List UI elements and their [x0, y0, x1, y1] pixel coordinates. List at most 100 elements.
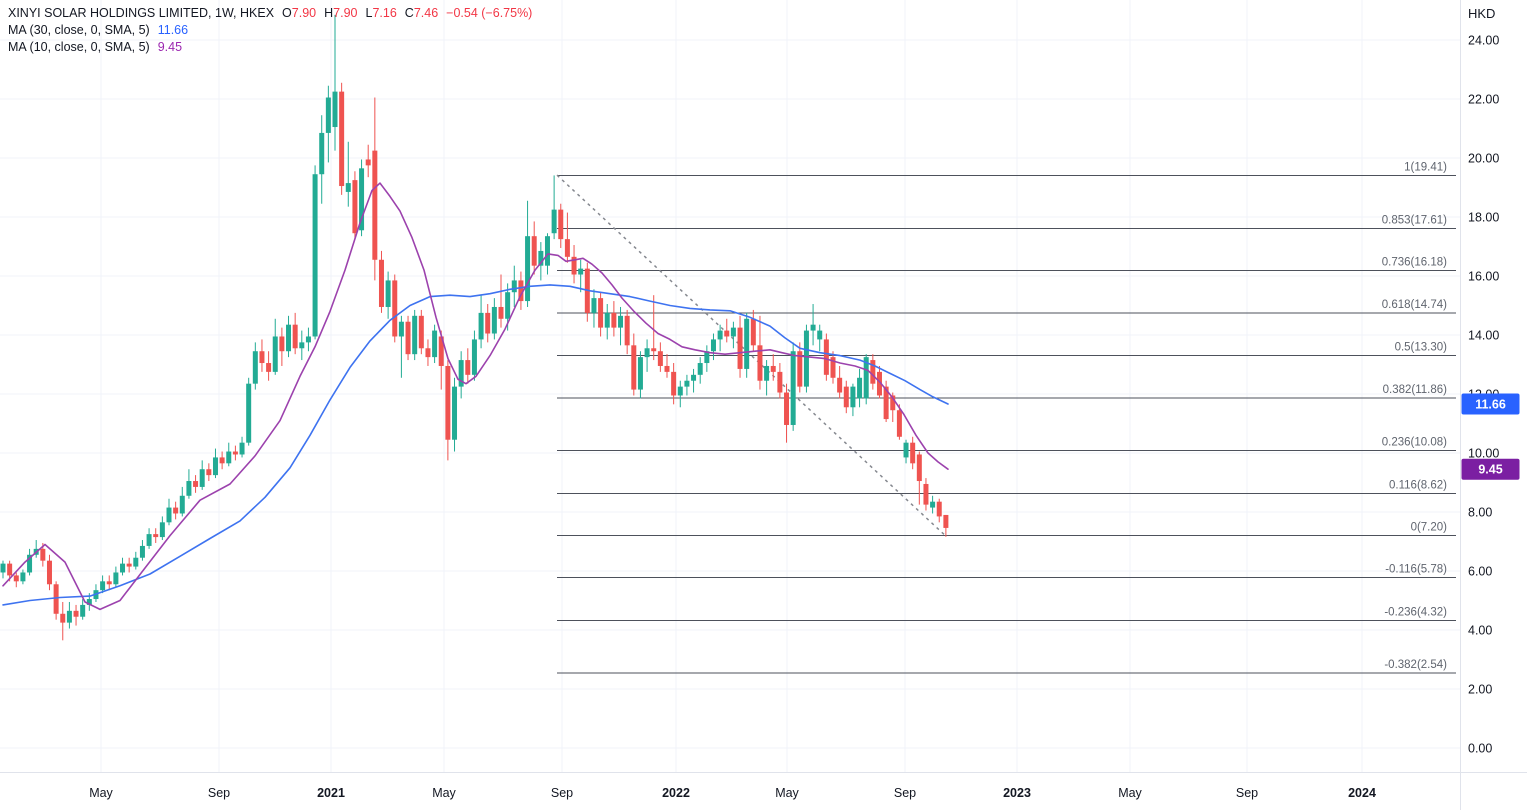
candle[interactable] [239, 442, 245, 455]
candle[interactable] [319, 132, 325, 175]
candle[interactable] [631, 345, 637, 390]
candle[interactable] [558, 209, 564, 240]
candle[interactable] [193, 481, 199, 487]
candle[interactable] [286, 324, 292, 352]
candle[interactable] [837, 377, 843, 393]
candle[interactable] [66, 610, 72, 623]
candle[interactable] [332, 91, 338, 128]
candle[interactable] [266, 363, 272, 372]
ma30-line[interactable] [2, 284, 949, 606]
candle[interactable] [571, 256, 577, 275]
candle[interactable] [126, 563, 132, 567]
candle[interactable] [219, 457, 225, 464]
candle[interactable] [657, 351, 663, 366]
candle[interactable] [790, 351, 796, 425]
candle[interactable] [883, 386, 889, 420]
candle[interactable] [405, 321, 411, 355]
candle[interactable] [458, 360, 464, 387]
candle[interactable] [916, 454, 922, 482]
candle[interactable] [120, 563, 126, 573]
candle[interactable] [717, 330, 723, 340]
candle[interactable] [299, 342, 305, 349]
candle[interactable] [166, 507, 172, 523]
candle[interactable] [591, 298, 597, 313]
candle[interactable] [113, 572, 119, 585]
candle[interactable] [292, 324, 298, 349]
candle[interactable] [153, 534, 159, 538]
candle[interactable] [531, 236, 537, 266]
candle[interactable] [392, 280, 398, 337]
candle[interactable] [398, 321, 404, 337]
candle[interactable] [199, 469, 205, 487]
candle[interactable] [730, 327, 736, 337]
trendline-dashed[interactable] [556, 174, 947, 537]
candle[interactable] [896, 410, 902, 437]
candle[interactable] [159, 522, 165, 538]
candle[interactable] [903, 442, 909, 458]
candle[interactable] [365, 159, 371, 166]
candle[interactable] [664, 365, 670, 372]
candle[interactable] [345, 183, 351, 192]
ma10-legend-row[interactable]: MA (10, close, 0, SMA, 5) 9.45 [8, 39, 532, 56]
candle[interactable] [73, 610, 79, 617]
candle[interactable] [478, 312, 484, 340]
candle[interactable] [385, 280, 391, 307]
candle[interactable] [133, 557, 139, 567]
candle[interactable] [525, 236, 531, 302]
candle[interactable] [226, 451, 232, 464]
candle[interactable] [744, 318, 750, 369]
candle[interactable] [943, 514, 949, 528]
candle[interactable] [498, 306, 504, 319]
candle[interactable] [20, 572, 26, 582]
candle[interactable] [710, 339, 716, 352]
candle[interactable] [691, 374, 697, 381]
candle[interactable] [491, 306, 497, 334]
candle[interactable] [890, 395, 896, 411]
candle[interactable] [412, 315, 418, 355]
candle[interactable] [246, 383, 252, 443]
candle[interactable] [930, 501, 936, 508]
candle[interactable] [910, 442, 916, 464]
time-axis[interactable]: May Sep 2021 May Sep 2022 May Sep 2023 May Sep 2024 [89, 786, 1376, 800]
candle[interactable] [272, 336, 278, 372]
candle[interactable] [863, 357, 869, 399]
candle[interactable] [372, 150, 378, 260]
candle[interactable] [823, 339, 829, 375]
candle[interactable] [697, 363, 703, 375]
candle[interactable] [7, 563, 13, 576]
candle[interactable] [232, 451, 238, 455]
candle[interactable] [923, 483, 929, 505]
candle[interactable] [53, 584, 59, 614]
candle[interactable] [106, 581, 112, 585]
candle[interactable] [259, 351, 265, 364]
candle[interactable] [684, 380, 690, 387]
candle[interactable] [551, 209, 557, 234]
candle[interactable] [505, 292, 511, 319]
candle[interactable] [325, 97, 331, 133]
candle[interactable] [425, 348, 431, 358]
candle[interactable] [750, 318, 756, 346]
candle[interactable] [724, 330, 730, 337]
candle[interactable] [777, 371, 783, 393]
candle[interactable] [0, 563, 6, 573]
candle[interactable] [40, 548, 46, 561]
candle[interactable] [857, 377, 863, 399]
candle[interactable] [100, 581, 106, 591]
candle[interactable] [438, 336, 444, 366]
candle[interactable] [843, 386, 849, 408]
candle[interactable] [418, 315, 424, 349]
candle[interactable] [452, 386, 458, 440]
candle[interactable] [339, 91, 345, 187]
symbol-title[interactable]: XINYI SOLAR HOLDINGS LIMITED, 1W, HKEX [8, 6, 275, 20]
candle[interactable] [538, 250, 544, 266]
candle[interactable] [637, 357, 643, 390]
candle[interactable] [784, 392, 790, 425]
candle[interactable] [770, 365, 776, 372]
candle[interactable] [810, 324, 816, 331]
candle[interactable] [378, 259, 384, 307]
candle[interactable] [830, 357, 836, 378]
candle[interactable] [876, 371, 882, 396]
candle[interactable] [611, 312, 617, 328]
candle[interactable] [485, 312, 491, 334]
